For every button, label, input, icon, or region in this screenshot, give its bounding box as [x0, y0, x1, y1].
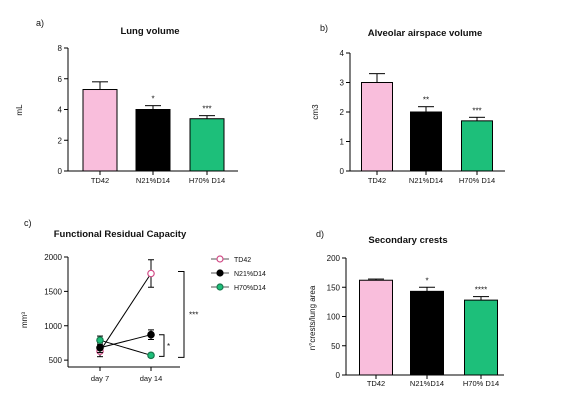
data-point-2-1	[147, 351, 155, 360]
chart-title-c: Functional Residual Capacity	[54, 229, 187, 240]
x-tick-label-b-2: H70% D14	[459, 176, 495, 185]
y-tick-label-b: 2	[340, 108, 345, 117]
y-tick-label-d: 50	[331, 342, 340, 351]
bar-d-0	[359, 279, 393, 376]
y-tick-label-b: 1	[340, 138, 345, 147]
chart-title-a: Lung volume	[120, 26, 179, 37]
x-tick-label-a-2: H70% D14	[189, 176, 225, 185]
y-tick-label-d: 100	[327, 313, 341, 322]
y-axis-label-b: cm3	[311, 104, 320, 120]
series-line-1	[99, 334, 152, 349]
y-tick-label-c: 2000	[44, 253, 62, 262]
x-tick-label-d-0: TD42	[367, 379, 385, 388]
y-tick-label-b: 0	[340, 167, 345, 176]
data-point-1-1	[147, 330, 155, 339]
x-tick-label-d-2: H70% D14	[463, 379, 499, 388]
significance-bracket-1	[159, 334, 165, 357]
panel-label-a: a)	[36, 18, 44, 28]
bracket-label-0: ***	[189, 310, 198, 319]
y-tick-label-d: 200	[327, 254, 341, 263]
y-tick-label-c: 1500	[44, 287, 62, 296]
y-tick-label-a: 2	[58, 136, 63, 145]
x-tick-label-d-1: N21%D14	[410, 379, 444, 388]
bracket-label-1: *	[167, 342, 170, 351]
significance-a-1: *	[151, 95, 154, 104]
y-tick-label-d: 0	[336, 371, 341, 380]
bar-b-2	[461, 120, 493, 172]
y-tick-label-a: 8	[58, 44, 63, 53]
chart-title-b: Alveolar airspace volume	[368, 28, 483, 39]
legend-label-0: TD42	[234, 257, 251, 264]
y-tick-label-a: 6	[58, 75, 63, 84]
y-tick-label-b: 4	[340, 49, 345, 58]
bar-b-1	[410, 111, 442, 172]
y-tick-label-c: 1000	[44, 322, 62, 331]
legend-marker-2	[216, 283, 224, 291]
significance-b-2: ***	[472, 106, 481, 115]
bar-b-0	[361, 82, 393, 172]
series-line-2	[99, 339, 152, 356]
significance-d-1: *	[425, 276, 428, 285]
legend-label-2: H70%D14	[234, 285, 266, 292]
bar-d-2	[464, 299, 498, 376]
legend-marker-0	[216, 255, 224, 263]
bar-a-0	[82, 89, 118, 172]
legend-marker-1	[216, 269, 224, 277]
x-tick-label-c-0: day 7	[91, 374, 109, 383]
significance-b-1: **	[423, 96, 429, 105]
panel-label-b: b)	[320, 23, 328, 33]
y-tick-label-b: 3	[340, 79, 345, 88]
y-axis-label-a: mL	[15, 104, 24, 116]
x-tick-label-c-1: day 14	[140, 374, 163, 383]
data-point-0-1	[147, 269, 155, 278]
bar-a-1	[135, 109, 171, 172]
y-tick-label-a: 0	[58, 167, 63, 176]
bar-a-2	[189, 118, 225, 172]
panel-label-d: d)	[316, 229, 324, 239]
data-point-2-0	[96, 336, 104, 344]
y-axis-label-d: n°crests/lung area	[308, 285, 317, 350]
chart-title-d: Secondary crests	[368, 235, 447, 246]
significance-a-2: ***	[202, 105, 211, 114]
bar-d-1	[410, 290, 444, 376]
x-tick-label-a-1: N21%D14	[136, 176, 170, 185]
x-tick-label-b-1: N21%D14	[409, 176, 443, 185]
x-tick-label-b-0: TD42	[368, 176, 386, 185]
series-line-0	[99, 273, 152, 352]
x-tick-label-a-0: TD42	[91, 176, 109, 185]
y-axis-label-c: mm³	[20, 312, 29, 328]
significance-bracket-0	[178, 271, 185, 358]
significance-d-2: ****	[475, 286, 487, 295]
y-tick-label-a: 4	[58, 106, 63, 115]
legend-label-1: N21%D14	[234, 271, 266, 278]
panel-label-c: c)	[24, 218, 32, 228]
y-tick-label-d: 150	[327, 283, 341, 292]
y-tick-label-c: 500	[49, 356, 63, 365]
data-point-1-0	[96, 343, 104, 352]
